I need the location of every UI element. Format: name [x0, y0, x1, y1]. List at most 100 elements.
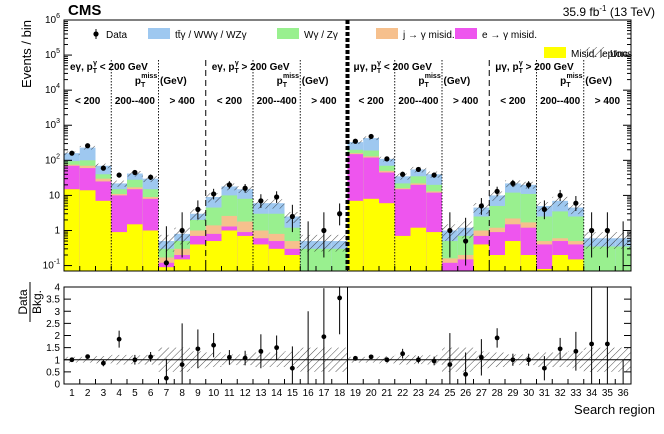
- data-point-10: [211, 191, 217, 197]
- xtick-label-32: 32: [555, 388, 567, 399]
- unc-band-32: [552, 196, 568, 207]
- data-point-9: [195, 206, 201, 212]
- ptmiss-bin-2-2: 200--400: [257, 96, 297, 107]
- ratio-point-11: [226, 354, 232, 360]
- ratio-point-26: [463, 371, 469, 377]
- xtick-label-18: 18: [334, 388, 346, 399]
- ratio-point-24: [431, 358, 437, 364]
- region-ptmiss-2: pTmiss (GeV): [277, 73, 329, 89]
- xtick-label-2: 2: [85, 388, 91, 399]
- xtick-label-6: 6: [148, 388, 154, 399]
- bar-emis-25: [442, 262, 458, 271]
- xtick-label-31: 31: [539, 388, 551, 399]
- ratio-points: [69, 287, 624, 384]
- ratio-point-30: [526, 357, 532, 363]
- xtick-label-34: 34: [586, 388, 598, 399]
- bar-lep-27: [473, 244, 490, 271]
- bar-lep-31: [536, 268, 553, 271]
- data-point-5: [132, 169, 138, 176]
- ratio-point-14: [274, 345, 280, 351]
- unc-band-14: [268, 199, 285, 209]
- bar-lep-3: [95, 200, 112, 271]
- data-point-22: [400, 171, 406, 177]
- bar-wg-17: [316, 248, 332, 271]
- data-point-30: [526, 182, 532, 188]
- bar-lep-9: [190, 244, 206, 271]
- bar-lep-28: [489, 255, 505, 271]
- xtick-label-13: 13: [255, 388, 267, 399]
- bar-lep-32: [552, 255, 568, 271]
- xtick-label-17: 17: [318, 388, 330, 399]
- xtick-label-7: 7: [164, 388, 170, 399]
- bar-lep-23: [410, 227, 427, 271]
- ratio-point-29: [510, 357, 516, 363]
- ratio-point-3: [100, 360, 106, 366]
- xtick-label-11: 11: [224, 388, 235, 399]
- data-point-12: [242, 185, 248, 191]
- region-ptmiss-1: pTmiss (GeV): [135, 73, 187, 89]
- ratio-point-33: [573, 348, 579, 354]
- data-point-14: [274, 194, 280, 200]
- ratio-point-27: [478, 354, 484, 360]
- data-point-7: [163, 260, 169, 266]
- ratio-point-7: [163, 375, 169, 381]
- xtick-label-24: 24: [429, 388, 441, 399]
- xtick-label-27: 27: [476, 388, 488, 399]
- upper-stacked-bars: [64, 138, 631, 271]
- legend: Data tt̄γ / WWγ / WZγ Wγ / Zγ j → γ misid. e…: [93, 28, 632, 60]
- ptmiss-bin-2-3: > 400: [311, 96, 337, 107]
- legend-swatch-wg: [277, 28, 299, 39]
- legend-swatch-ttg: [148, 28, 170, 39]
- legend-item-wg: Wγ / Zγ: [277, 28, 338, 41]
- bar-emis-31: [536, 244, 553, 271]
- legend-label-data: Data: [106, 30, 128, 41]
- bar-lep-29: [505, 241, 521, 271]
- xtick-label-29: 29: [507, 388, 519, 399]
- bar-lep-14: [268, 248, 285, 271]
- legend-label-wg: Wγ / Zγ: [304, 30, 338, 41]
- ptmiss-bin-1-3: > 400: [169, 96, 195, 107]
- ratio-point-20: [368, 354, 374, 360]
- data-point-2: [85, 143, 91, 149]
- legend-label-jmis: j → γ misid.: [402, 30, 455, 41]
- ratio-point-22: [400, 351, 406, 357]
- ratio-point-15: [289, 365, 295, 371]
- region-channel-2: eγ, pTγ > 200 GeV: [212, 60, 290, 75]
- data-point-4: [116, 172, 122, 178]
- region-channel-3: μγ, pTγ < 200 GeV: [354, 60, 433, 75]
- bar-lep-11: [221, 230, 238, 271]
- data-point-32: [557, 192, 563, 199]
- data-point-26: [463, 238, 469, 244]
- data-point-20: [368, 133, 374, 140]
- ratio-point-31: [541, 365, 547, 371]
- ratio-axis-title: Data Bkg.: [16, 282, 44, 322]
- ytick-label: 1: [54, 225, 60, 236]
- ratio-point-18: [337, 295, 343, 301]
- ratio-ytick-label: 0.5: [46, 367, 60, 378]
- xtick-label-9: 9: [195, 388, 201, 399]
- unc-band-4: [111, 180, 127, 187]
- xtick-label-5: 5: [132, 388, 138, 399]
- bar-lep-24: [426, 232, 442, 271]
- ratio-point-2: [85, 354, 91, 359]
- data-point-25: [447, 227, 453, 234]
- ytick-label: 104: [45, 83, 60, 96]
- xtick-label-16: 16: [303, 388, 315, 399]
- ytick-label: 10: [49, 190, 61, 201]
- data-point-8: [179, 227, 185, 234]
- ratio-ytick-label: 3: [54, 307, 60, 318]
- data-point-17: [321, 227, 327, 234]
- data-point-33: [573, 200, 579, 206]
- bar-lep-4: [111, 232, 127, 271]
- bar-wg-18: [331, 248, 348, 271]
- bar-lep-33: [568, 259, 584, 271]
- ptmiss-bin-4-2: 200--400: [540, 96, 580, 107]
- bar-lep-2: [79, 190, 96, 271]
- data-point-24: [431, 172, 437, 178]
- xtick-label-35: 35: [602, 388, 614, 399]
- ptmiss-bin-2-1: < 200: [217, 96, 243, 107]
- ptmiss-bin-4-1: < 200: [500, 96, 526, 107]
- xtick-label-36: 36: [618, 388, 630, 399]
- xtick-label-28: 28: [492, 388, 504, 399]
